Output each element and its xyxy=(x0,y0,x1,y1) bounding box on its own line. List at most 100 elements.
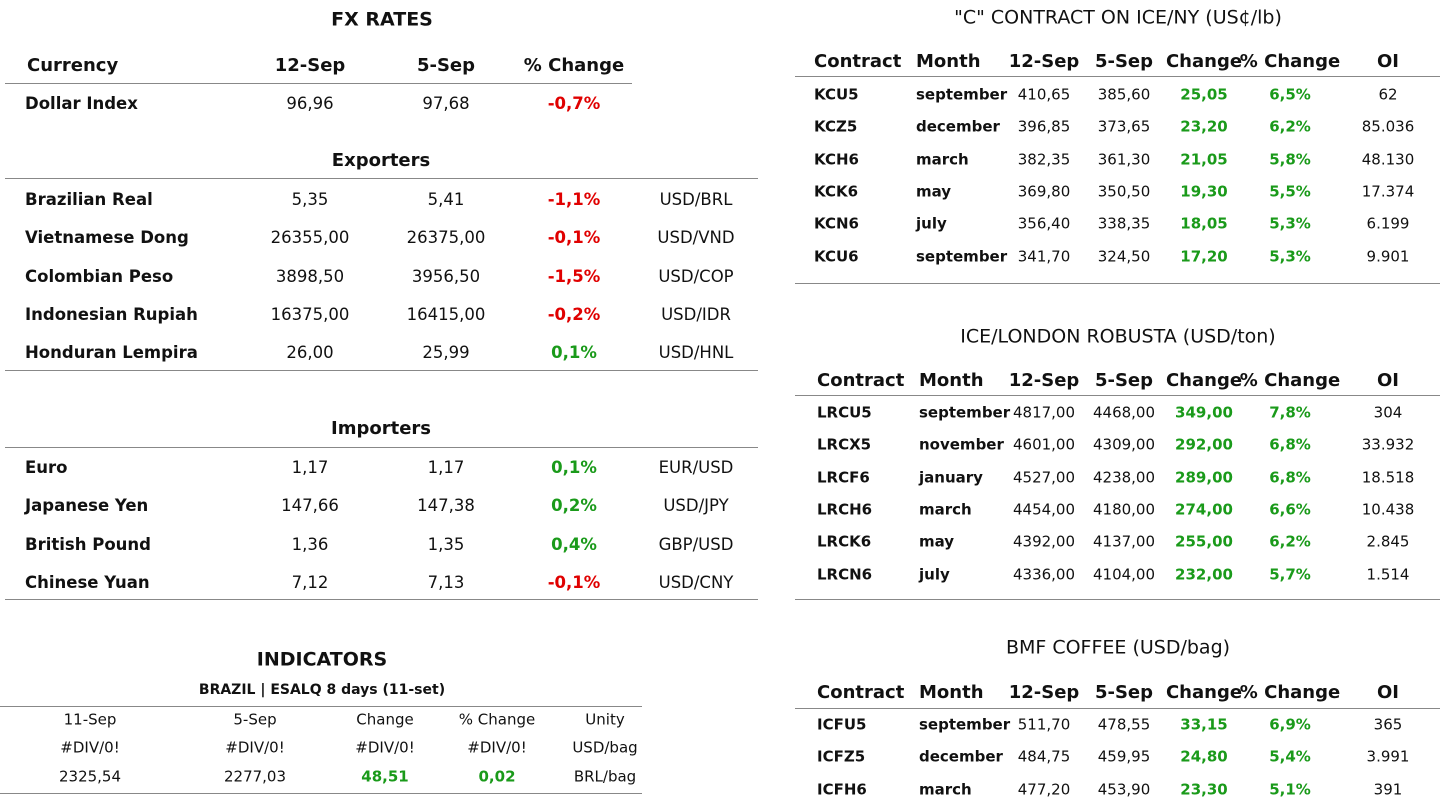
column-header: 12-Sep xyxy=(1008,370,1080,391)
cell: 85.036 xyxy=(1361,117,1415,136)
cell: 4180,00 xyxy=(1092,500,1156,519)
row-label: British Pound xyxy=(25,534,151,554)
cell: 147,66 xyxy=(281,496,339,516)
cell: 48,51 xyxy=(361,767,409,786)
cell: 304 xyxy=(1373,403,1403,422)
rule xyxy=(5,599,758,600)
column-header: OI xyxy=(1377,51,1399,72)
cell: 373,65 xyxy=(1097,117,1151,136)
row-label: LRCN6 xyxy=(817,565,873,583)
column-header: 5-Sep xyxy=(1094,370,1154,391)
row-label: KCK6 xyxy=(814,182,859,201)
subtitle: BRAZIL | ESALQ 8 days (11-set) xyxy=(198,682,446,698)
cell: 24,80 xyxy=(1180,747,1228,766)
cell: 16415,00 xyxy=(406,304,486,324)
cell: 341,70 xyxy=(1017,247,1071,265)
cell: 26355,00 xyxy=(270,228,350,248)
rule xyxy=(795,708,1440,709)
row-label: ICFZ5 xyxy=(817,747,866,766)
cell: 477,20 xyxy=(1017,780,1071,799)
cell: 17.374 xyxy=(1361,182,1415,201)
cell: 361,30 xyxy=(1097,150,1151,169)
cell: 5,4% xyxy=(1269,747,1311,766)
cell: july xyxy=(916,214,947,233)
cell: 18,05 xyxy=(1180,214,1228,233)
cell: -1,1% xyxy=(547,189,601,209)
cell: 4527,00 xyxy=(1012,468,1076,487)
cell: 1,35 xyxy=(427,534,465,554)
cell: 3.991 xyxy=(1366,747,1410,766)
cell: USD/JPY xyxy=(663,496,729,516)
column-header: % Change xyxy=(458,710,536,729)
cell: 274,00 xyxy=(1175,500,1233,519)
cell: 4454,00 xyxy=(1012,500,1076,519)
column-header: Change xyxy=(1165,51,1243,72)
cell: 147,38 xyxy=(417,496,475,516)
cell: 25,99 xyxy=(422,342,470,362)
cell: 0,2% xyxy=(551,496,597,516)
cell: 5,5% xyxy=(1269,182,1311,201)
column-header: % Change xyxy=(1239,51,1341,72)
row-label: Euro xyxy=(25,457,68,477)
column-header: Currency xyxy=(27,55,119,76)
cell: 385,60 xyxy=(1097,85,1151,104)
column-header: Month xyxy=(919,682,984,703)
cell: 369,80 xyxy=(1017,182,1071,201)
cell: 365 xyxy=(1373,715,1403,734)
row-label: Dollar Index xyxy=(25,93,138,113)
cell: 478,55 xyxy=(1097,715,1151,734)
row-label: KCN6 xyxy=(814,214,859,233)
cell: 97,68 xyxy=(422,93,470,113)
column-header: Change xyxy=(356,710,414,729)
cell: 4601,00 xyxy=(1012,435,1076,454)
cell: 0,1% xyxy=(551,457,597,477)
row-label: KCU6 xyxy=(814,247,859,265)
column-header: % Change xyxy=(1239,682,1341,703)
row-label: KCU5 xyxy=(814,85,859,104)
rule xyxy=(795,283,1440,284)
cell: 6,9% xyxy=(1269,715,1311,734)
cell: 5,8% xyxy=(1269,150,1311,169)
column-header: OI xyxy=(1377,370,1399,391)
cell: GBP/USD xyxy=(658,534,734,554)
column-header: OI xyxy=(1377,682,1399,703)
cell: 18.518 xyxy=(1361,468,1415,487)
row-label: KCZ5 xyxy=(814,117,858,136)
cell: 62 xyxy=(1378,85,1398,104)
cell: 396,85 xyxy=(1017,117,1071,136)
cell: september xyxy=(916,85,1008,104)
rule xyxy=(795,76,1440,77)
cell: 96,96 xyxy=(286,93,334,113)
cell: 324,50 xyxy=(1097,247,1151,265)
cell: march xyxy=(916,150,969,169)
cell: 1,17 xyxy=(291,457,329,477)
cell: 4309,00 xyxy=(1092,435,1156,454)
cell: 459,95 xyxy=(1097,747,1151,766)
column-header: 12-Sep xyxy=(1008,682,1080,703)
cell: july xyxy=(919,565,950,583)
row-label: Vietnamese Dong xyxy=(25,228,189,248)
cell: march xyxy=(919,780,972,799)
cell: -0,7% xyxy=(547,93,601,113)
cell: 391 xyxy=(1373,780,1403,799)
cell: 7,12 xyxy=(291,572,329,592)
cell: 232,00 xyxy=(1175,565,1233,583)
column-header: 12-Sep xyxy=(274,55,346,76)
cell: #DIV/0! xyxy=(467,738,527,757)
row-label: Colombian Peso xyxy=(25,266,174,286)
rule xyxy=(5,83,632,84)
cell: 33,15 xyxy=(1180,715,1228,734)
cell: 484,75 xyxy=(1017,747,1071,766)
cell: USD/CNY xyxy=(658,572,734,592)
cell: 511,70 xyxy=(1017,715,1071,734)
cell: september xyxy=(919,403,1011,422)
cell: january xyxy=(919,468,983,487)
row-label: LRCX5 xyxy=(817,435,872,454)
column-header: 5-Sep xyxy=(416,55,476,76)
cell: 3956,50 xyxy=(411,266,481,286)
cell: 4238,00 xyxy=(1092,468,1156,487)
cell: 453,90 xyxy=(1097,780,1151,799)
cell: may xyxy=(916,182,952,201)
cell: 5,7% xyxy=(1269,565,1311,583)
